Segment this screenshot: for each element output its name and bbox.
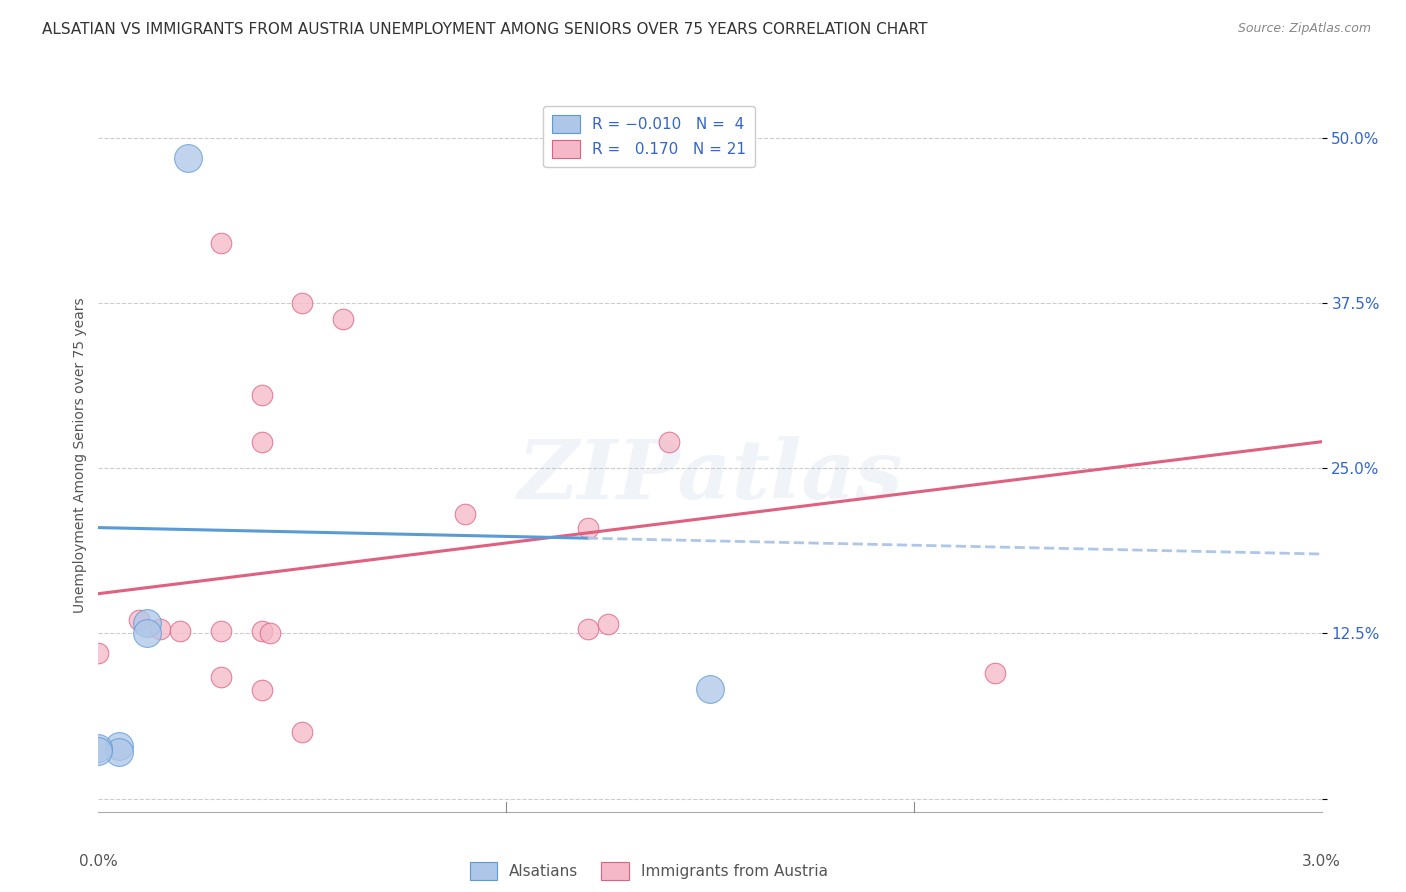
Point xyxy=(250,434,273,449)
Point xyxy=(177,151,200,165)
Text: 3.0%: 3.0% xyxy=(1302,854,1341,869)
Point xyxy=(108,745,131,759)
Y-axis label: Unemployment Among Seniors over 75 years: Unemployment Among Seniors over 75 years xyxy=(73,297,87,613)
Text: ZIPatlas: ZIPatlas xyxy=(517,436,903,516)
Point xyxy=(658,434,681,449)
Text: ALSATIAN VS IMMIGRANTS FROM AUSTRIA UNEMPLOYMENT AMONG SENIORS OVER 75 YEARS COR: ALSATIAN VS IMMIGRANTS FROM AUSTRIA UNEM… xyxy=(42,22,928,37)
Point xyxy=(576,520,599,534)
Point xyxy=(108,739,131,753)
Point xyxy=(250,388,273,402)
Point xyxy=(250,624,273,638)
Text: 0.0%: 0.0% xyxy=(79,854,118,869)
Point xyxy=(149,623,172,637)
Point xyxy=(699,681,721,696)
Point xyxy=(984,665,1007,680)
Point xyxy=(332,311,354,326)
Point xyxy=(136,626,159,640)
Legend: Alsatians, Immigrants from Austria: Alsatians, Immigrants from Austria xyxy=(464,856,834,886)
Point xyxy=(87,646,110,660)
Point xyxy=(209,624,232,638)
Point xyxy=(259,626,281,640)
Point xyxy=(136,615,159,630)
Point xyxy=(169,624,191,638)
Point xyxy=(209,670,232,684)
Point xyxy=(454,508,477,522)
Point xyxy=(291,296,314,310)
Point xyxy=(250,683,273,698)
Point xyxy=(128,613,150,627)
Point xyxy=(291,725,314,739)
Point xyxy=(598,617,620,632)
Point xyxy=(209,236,232,251)
Point xyxy=(87,741,110,756)
Point xyxy=(87,744,110,758)
Text: Source: ZipAtlas.com: Source: ZipAtlas.com xyxy=(1237,22,1371,36)
Point xyxy=(576,623,599,637)
